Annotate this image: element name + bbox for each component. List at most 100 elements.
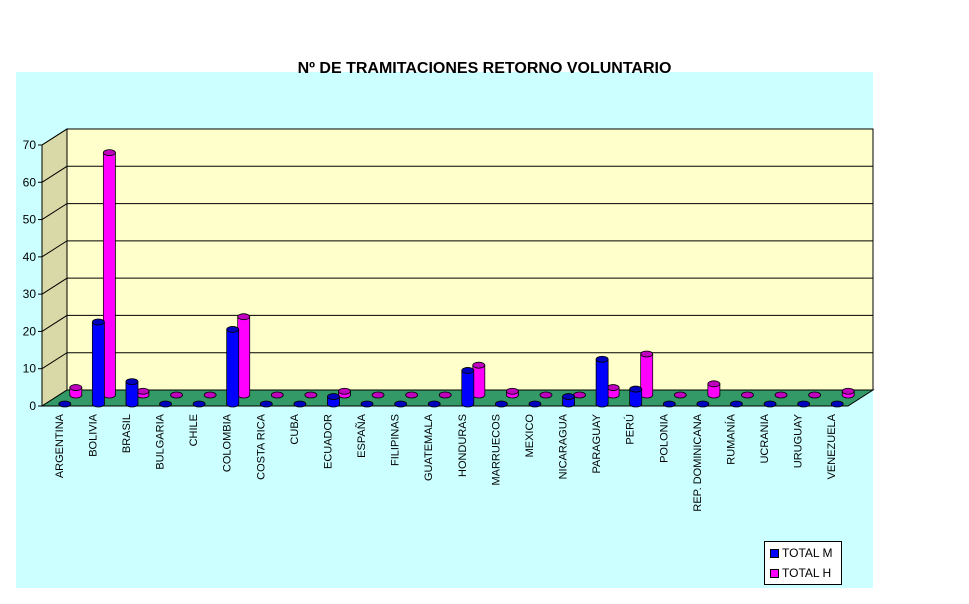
x-tick-label: VENEZUELA — [826, 413, 838, 479]
bar-total-m — [91, 318, 105, 408]
y-tick-label: 40 — [23, 250, 37, 264]
back-wall — [66, 128, 874, 391]
legend-label-h: TOTAL H — [782, 566, 832, 580]
x-tick-label: POLONIA — [658, 413, 670, 463]
x-tick-label: FILIPINAS — [390, 414, 402, 466]
bar-total-m — [662, 400, 676, 408]
x-tick-label: UCRANIA — [759, 413, 771, 463]
bar-total-m — [696, 400, 710, 408]
x-axis-labels: ARGENTINA BOLIVIA BRASIL BULGARIA CHILE COLOM… — [54, 413, 838, 511]
bars — [58, 149, 855, 408]
legend-entry-m: TOTAL M — [770, 546, 832, 560]
y-axis: 0 10 20 30 40 50 60 70 — [23, 138, 43, 413]
bar-total-h — [69, 384, 83, 399]
bar-total-m — [797, 400, 811, 408]
x-tick-label: GUATEMALA — [423, 413, 435, 481]
bar-total-m — [629, 385, 643, 408]
chart-walls — [40, 128, 875, 407]
x-tick-label: MARRUECOS — [490, 414, 502, 486]
x-tick-label: BULGARIA — [155, 413, 167, 469]
gridline — [41, 203, 873, 220]
x-tick-label: BOLIVIA — [87, 413, 99, 456]
x-tick-label: COLOMBIA — [222, 413, 234, 472]
y-tick-label: 30 — [23, 287, 37, 301]
y-tick-label: 20 — [23, 324, 37, 338]
x-tick-label: ECUADOR — [322, 414, 334, 469]
gridline — [41, 165, 873, 183]
bar-total-m — [763, 400, 777, 408]
bar-total-h — [741, 391, 754, 399]
legend-swatch-h — [770, 569, 779, 579]
bar-total-h — [102, 149, 116, 399]
bar-total-h — [606, 384, 620, 399]
bar-total-m — [595, 355, 609, 408]
x-tick-label: ESPAÑA — [355, 413, 368, 457]
side-wall — [41, 128, 68, 407]
gridline — [41, 352, 873, 370]
chart-title: Nº DE TRAMITACIONES RETORNO VOLUNTARIO — [297, 60, 672, 77]
y-tick-label: 0 — [29, 399, 36, 413]
bar-total-h — [237, 313, 251, 399]
bar-total-h — [472, 361, 486, 399]
x-tick-label: REP. DOMINICANA — [692, 413, 704, 511]
bar-total-m — [327, 393, 340, 408]
y-tick-label: 50 — [23, 213, 37, 227]
x-tick-label: CHILE — [188, 414, 200, 446]
bar-total-m — [58, 400, 72, 408]
gridline — [41, 277, 873, 295]
legend-swatch-m — [770, 549, 779, 559]
bar-total-m — [293, 400, 307, 408]
bar-total-m — [394, 400, 408, 408]
bar-total-m — [461, 367, 475, 408]
bar-total-m — [830, 400, 844, 408]
bar-total-m — [192, 400, 206, 408]
bar-total-h — [270, 391, 284, 399]
bar-total-m — [494, 400, 508, 408]
legend-label-m: TOTAL M — [782, 546, 833, 560]
x-tick-label: PARAGUAY — [591, 413, 603, 473]
bar-total-h — [707, 380, 721, 399]
gridlines — [41, 128, 873, 370]
bar-total-h — [808, 391, 822, 399]
bar-total-h — [573, 391, 586, 399]
y-tick-label: 10 — [23, 362, 37, 376]
x-tick-label: COSTA RICA — [255, 413, 267, 479]
bar-total-h — [405, 391, 419, 399]
x-tick-label: MEXICO — [524, 414, 536, 458]
legend-entry-h: TOTAL H — [770, 566, 831, 580]
x-tick-label: RUMANÍA — [724, 413, 737, 464]
bar-total-m — [226, 326, 240, 408]
bar-total-h — [203, 391, 217, 399]
bar-total-h — [673, 391, 687, 399]
bar-total-h — [338, 387, 351, 399]
x-tick-label: HONDURAS — [457, 414, 469, 477]
gridline — [41, 128, 873, 146]
bar-total-m — [528, 400, 542, 408]
bar-total-h — [539, 391, 553, 399]
bar-total-h — [371, 391, 385, 399]
bar-total-h — [774, 391, 788, 399]
x-tick-label: BRASIL — [121, 414, 133, 453]
bar-total-h — [136, 387, 150, 399]
gridline — [41, 240, 873, 258]
x-tick-label: PERÚ — [624, 414, 637, 445]
y-tick-label: 60 — [23, 175, 37, 189]
x-tick-label: ARGENTINA — [54, 413, 66, 478]
bar-total-m — [259, 400, 273, 408]
bar-total-m — [427, 400, 441, 408]
x-tick-label: CUBA — [289, 413, 301, 444]
bar-total-m — [360, 400, 374, 408]
bar-total-m — [730, 400, 743, 408]
gridline — [41, 314, 873, 332]
bar-total-h — [304, 391, 318, 399]
legend: TOTAL M TOTAL H — [764, 541, 842, 585]
bar-total-m — [562, 393, 575, 408]
x-tick-label: URUGUAY — [793, 413, 805, 468]
x-tick-label: NICARAGUA — [558, 413, 570, 479]
bar-total-h — [505, 387, 519, 399]
y-tick-label: 70 — [23, 138, 37, 152]
bar-total-h — [640, 350, 654, 399]
bar-total-h — [841, 387, 855, 399]
bar-total-h — [438, 391, 452, 399]
